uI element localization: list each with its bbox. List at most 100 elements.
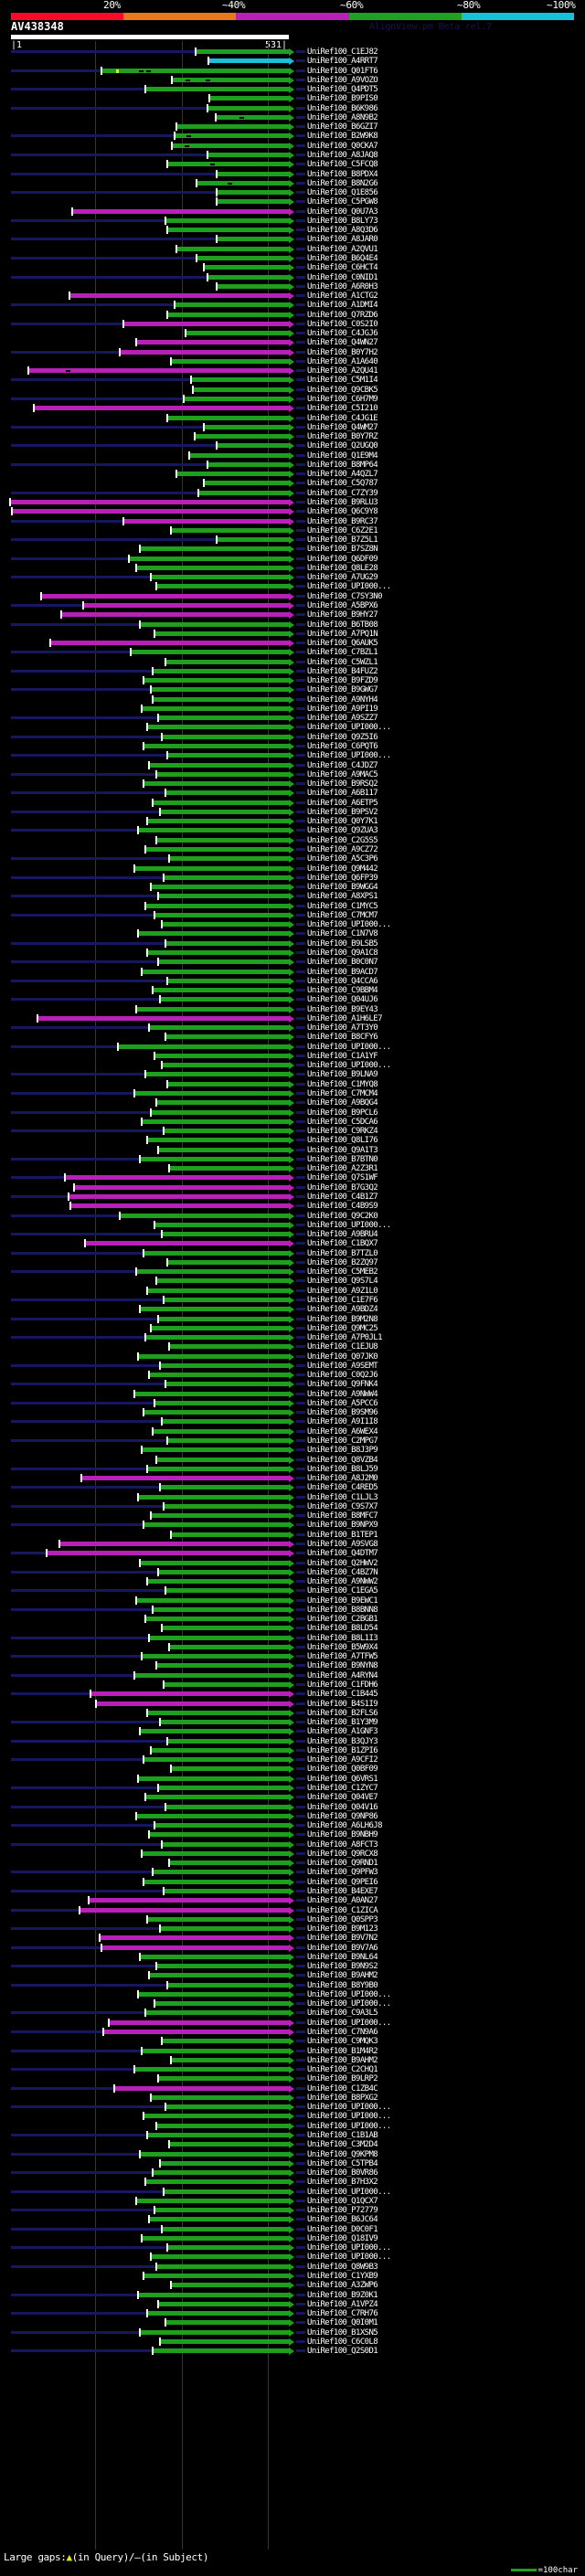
table-row[interactable]: UniRef100_A8FCT3 [0,1839,585,1850]
table-row[interactable]: UniRef100_A9SEMT [0,1361,585,1371]
hsp-bar[interactable] [137,2292,289,2297]
hit-label-link[interactable]: UniRef100_C4B9S9 [307,1202,378,1212]
table-row[interactable]: UniRef100_B1Y3M9 [0,1718,585,1727]
table-row[interactable]: UniRef100_Q9KPM8 [0,2149,585,2159]
hit-label-link[interactable]: UniRef100_A9BQG4 [307,1098,378,1108]
table-row[interactable]: UniRef100_B8PXG2 [0,2093,585,2103]
table-row[interactable]: UniRef100_C2G5S5 [0,835,585,845]
hsp-bar[interactable] [207,105,289,111]
hit-label-link[interactable]: UniRef100_C5Q787 [307,479,378,489]
table-row[interactable]: UniRef100_A1H6LE7 [0,1013,585,1023]
table-row[interactable]: UniRef100_C4JDZ7 [0,760,585,770]
table-row[interactable]: UniRef100_B9V7A6 [0,1943,585,1953]
hit-label-link[interactable]: UniRef100_A9NWW2 [307,1577,378,1586]
table-row[interactable]: UniRef100_B2ZQ97 [0,1257,585,1267]
hit-label-link[interactable]: UniRef100_C2BGB1 [307,1615,378,1625]
hsp-bar[interactable] [159,1926,289,1931]
table-row[interactable]: UniRef100_Q6AUK5 [0,639,585,648]
table-row[interactable]: UniRef100_B2W9K8 [0,132,585,141]
table-row[interactable]: UniRef100_B9GWG7 [0,685,585,694]
hit-label-link[interactable]: UniRef100_Q0Y7K1 [307,817,378,827]
hit-label-link[interactable]: UniRef100_UPI000... [307,2253,391,2263]
hsp-bar[interactable] [137,1776,289,1781]
hit-label-link[interactable]: UniRef100_B2ZQ97 [307,1257,378,1267]
table-row[interactable]: UniRef100_Q6FP39 [0,873,585,883]
hit-label-link[interactable]: UniRef100_A1CTG2 [307,292,378,301]
hit-label-link[interactable]: UniRef100_B7H3X2 [307,2178,378,2188]
table-row[interactable]: UniRef100_C7MCM4 [0,1089,585,1098]
table-row[interactable]: UniRef100_B0Y7H2 [0,347,585,357]
hit-label-link[interactable]: UniRef100_B1Y3M9 [307,1718,378,1728]
table-row[interactable]: UniRef100_C2BGB1 [0,1615,585,1624]
hit-label-link[interactable]: UniRef100_C6PQT6 [307,742,378,751]
table-row[interactable]: UniRef100_C4B1Z7 [0,1192,585,1202]
table-row[interactable]: UniRef100_C7BZL1 [0,648,585,657]
table-row[interactable]: UniRef100_Q9A1T3 [0,1145,585,1155]
hit-label-link[interactable]: UniRef100_A9SZZ7 [307,714,378,724]
hsp-bar[interactable] [157,716,289,721]
hit-label-link[interactable]: UniRef100_B0Y7H2 [307,347,378,357]
hit-label-link[interactable]: UniRef100_Q8VZB4 [307,1455,378,1465]
hit-label-link[interactable]: UniRef100_B9SM96 [307,1408,378,1418]
table-row[interactable]: UniRef100_Q4WM27 [0,422,585,432]
hsp-bar[interactable] [159,2160,289,2166]
hsp-bar[interactable] [216,443,289,449]
hit-label-link[interactable]: UniRef100_B9N9S2 [307,1962,378,1972]
hit-label-link[interactable]: UniRef100_B9RSQ2 [307,779,378,790]
table-row[interactable]: UniRef100_B9NPX9 [0,1521,585,1530]
hsp-bar[interactable] [203,481,289,486]
hit-label-link[interactable]: UniRef100_C1ZB4C [307,2083,378,2094]
table-row[interactable]: UniRef100_Q9MC25 [0,1323,585,1333]
hit-label-link[interactable]: UniRef100_Q8LI76 [307,1136,378,1146]
hsp-bar[interactable] [141,1654,289,1659]
table-row[interactable]: UniRef100_A1A640 [0,356,585,366]
hsp-bar[interactable] [82,602,289,608]
hit-label-link[interactable]: UniRef100_Q9NP86 [307,1811,378,1821]
table-row[interactable]: UniRef100_A7T3Y0 [0,1023,585,1033]
table-row[interactable]: UniRef100_A9I1I8 [0,1417,585,1426]
hsp-bar[interactable] [196,180,289,186]
table-row[interactable]: UniRef100_A8J2M0 [0,1474,585,1483]
hit-label-link[interactable]: UniRef100_A9Z1L0 [307,1286,378,1296]
table-row[interactable]: UniRef100_Q2S0D1 [0,2347,585,2356]
hsp-bar[interactable] [154,1823,289,1828]
hit-label-link[interactable]: UniRef100_Q9Z5I6 [307,732,378,742]
table-row[interactable]: UniRef100_C1MYQ8 [0,1079,585,1089]
table-row[interactable]: UniRef100_C2MPG7 [0,1436,585,1446]
table-row[interactable]: UniRef100_Q9RND1 [0,1859,585,1868]
hsp-bar[interactable] [168,2142,289,2147]
hit-label-link[interactable]: UniRef100_A5C3P6 [307,854,378,864]
hit-label-link[interactable]: UniRef100_C3M2D4 [307,2140,378,2150]
hit-label-link[interactable]: UniRef100_UPI000... [307,2018,391,2028]
hsp-bar[interactable] [165,2104,289,2110]
hit-label-link[interactable]: UniRef100_B9LNA9 [307,1070,378,1080]
table-row[interactable]: UniRef100_B5W9X4 [0,1642,585,1652]
hsp-bar[interactable] [170,358,289,364]
hsp-bar[interactable] [159,1485,289,1490]
hsp-bar[interactable] [163,2189,289,2194]
hsp-bar[interactable] [146,1288,289,1293]
table-row[interactable]: UniRef100_UPI000... [0,2112,585,2121]
hit-label-link[interactable]: UniRef100_C4JDZ7 [307,760,378,770]
table-row[interactable]: UniRef100_A7UG29 [0,573,585,582]
hit-label-link[interactable]: UniRef100_Q9CBK5 [307,385,378,395]
table-row[interactable]: UniRef100_Q01FT6 [0,66,585,76]
table-row[interactable]: UniRef100_C4RED5 [0,1483,585,1492]
hsp-bar[interactable] [133,1391,289,1396]
hit-label-link[interactable]: UniRef100_B8BNN8 [307,1605,378,1615]
hsp-bar[interactable] [159,2338,289,2344]
hit-label-link[interactable]: UniRef100_A9NWW4 [307,1389,378,1399]
hsp-bar[interactable] [150,1747,289,1753]
table-row[interactable]: UniRef100_UPI000... [0,2121,585,2131]
table-row[interactable]: UniRef100_Q9NP86 [0,1811,585,1821]
hit-label-link[interactable]: UniRef100_B9LRP2 [307,2074,378,2084]
hit-label-link[interactable]: UniRef100_B8LJ59 [307,1464,378,1474]
hsp-bar[interactable] [146,1916,289,1922]
table-row[interactable]: UniRef100_B9LRP2 [0,2074,585,2083]
table-row[interactable]: UniRef100_B8J3P9 [0,1446,585,1455]
hsp-bar[interactable] [141,1850,289,1856]
hit-label-link[interactable]: UniRef100_A4RRT7 [307,57,378,67]
hsp-bar[interactable] [154,912,289,917]
hsp-bar[interactable] [170,1766,289,1772]
table-row[interactable]: UniRef100_A9Z1L0 [0,1286,585,1296]
